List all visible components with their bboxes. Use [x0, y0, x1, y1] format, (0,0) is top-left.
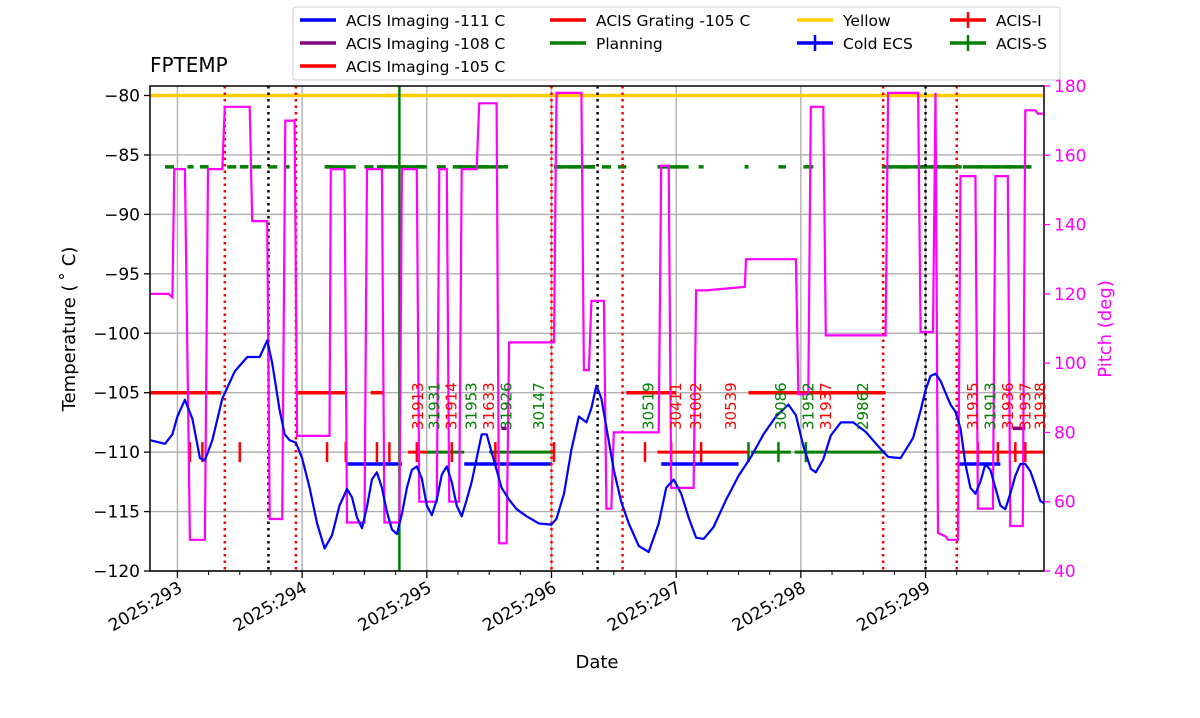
- legend-label: Planning: [596, 35, 663, 53]
- obsid-label: 31914: [443, 382, 461, 430]
- x-tick-label: 2025:297: [604, 578, 685, 636]
- y-tick-label: −105: [93, 384, 140, 404]
- obsid-label: 31935: [964, 382, 982, 430]
- obsid-label: 31938: [1031, 382, 1049, 430]
- obsid-label: 29862: [854, 382, 872, 430]
- obsid-label: 31936: [999, 382, 1017, 430]
- obsid-label: 30519: [640, 382, 658, 430]
- x-tick-label: 2025:296: [479, 578, 560, 636]
- obsid-label: 31002: [687, 382, 705, 430]
- y-tick-label: −100: [93, 324, 140, 344]
- x-tick-label: 2025:298: [729, 578, 810, 636]
- chart-title: FPTEMP: [150, 53, 228, 77]
- legend-label: ACIS-I: [996, 12, 1042, 30]
- obsid-label: 30539: [722, 382, 740, 430]
- legend-label: ACIS Imaging -108 C: [346, 35, 505, 53]
- y-axis-label: Temperature ( ˚ C): [59, 247, 80, 413]
- x-tick-label: 2025:294: [230, 578, 311, 636]
- obsid-label: 30086: [772, 382, 790, 430]
- y-tick-label: −115: [93, 503, 140, 523]
- obsid-label: 31953: [463, 382, 481, 430]
- legend-box: [292, 6, 1061, 81]
- plot-frame: [149, 85, 1045, 572]
- legend-label: Yellow: [842, 12, 891, 30]
- legend: ACIS Imaging -111 C ACIS Imaging -108 C AC…: [292, 6, 1061, 81]
- legend-label: ACIS Imaging -111 C: [346, 12, 505, 30]
- obsid-label: 31931: [425, 382, 443, 430]
- y2-tick-label: 80: [1054, 423, 1076, 443]
- y2-tick-label: 100: [1054, 354, 1086, 374]
- y-tick-label: −80: [104, 87, 140, 107]
- obsid-label: 31913: [981, 382, 999, 430]
- y2-tick-label: 40: [1054, 562, 1076, 582]
- legend-label: Cold ECS: [843, 35, 913, 53]
- x-tick-label: 2025:299: [854, 578, 935, 636]
- y2-tick-label: 140: [1054, 216, 1086, 236]
- legend-label: ACIS-S: [996, 35, 1047, 53]
- data-layer: [149, 86, 1045, 571]
- x-axis-label: Date: [575, 652, 618, 673]
- obsid-label: 31937: [817, 382, 835, 430]
- obsid-label: 30147: [530, 382, 548, 430]
- y2-tick-label: 120: [1054, 285, 1086, 305]
- obsid-label: 31952: [799, 382, 817, 430]
- y2-axis-label: Pitch (deg): [1095, 280, 1116, 378]
- obsid-label: 30411: [667, 382, 685, 430]
- x-tick-label: 2025:293: [105, 578, 186, 636]
- y2-tick-label: 180: [1054, 77, 1086, 97]
- y2-tick-label: 60: [1054, 493, 1076, 513]
- obsid-label: 31913: [409, 382, 427, 430]
- x-tick-label: 2025:295: [355, 578, 436, 636]
- temperature-line: [149, 339, 1045, 554]
- obsid-label: 31633: [480, 382, 498, 430]
- pitch-line: [150, 91, 1044, 545]
- y-tick-label: −110: [93, 443, 140, 463]
- y2-tick-label: 160: [1054, 146, 1086, 166]
- legend-label: ACIS Grating -105 C: [596, 12, 750, 30]
- y-tick-label: −120: [93, 562, 140, 582]
- y-tick-label: −85: [104, 146, 140, 166]
- y-tick-label: −95: [104, 265, 140, 285]
- y-tick-label: −90: [104, 205, 140, 225]
- legend-label: ACIS Imaging -105 C: [346, 58, 505, 76]
- obsid-label: 31937: [1016, 382, 1034, 430]
- obsid-label: 31926: [498, 382, 516, 430]
